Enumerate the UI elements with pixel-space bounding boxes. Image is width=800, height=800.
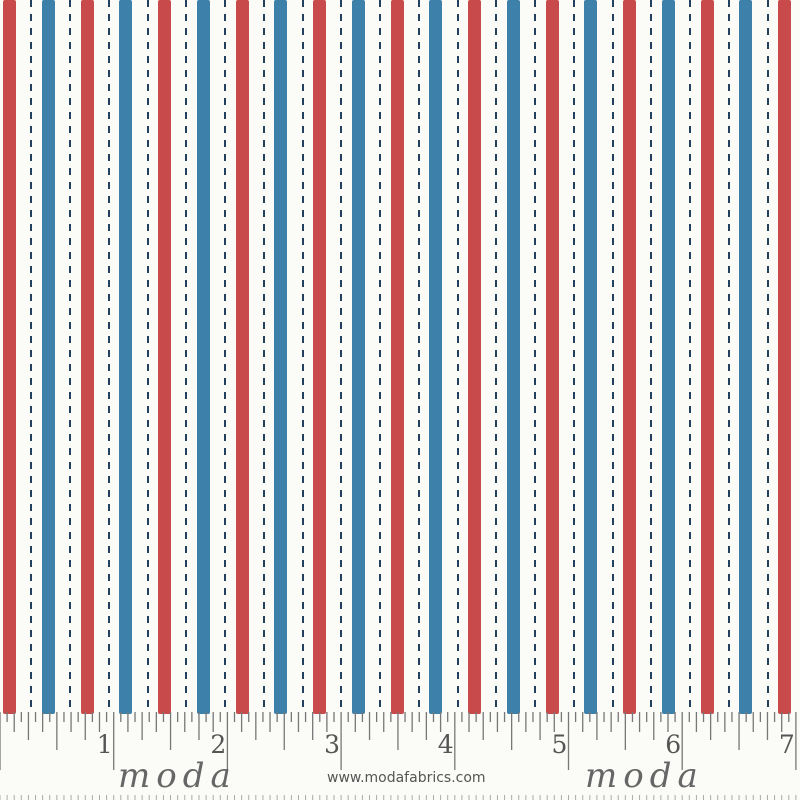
stitch-line [495, 0, 497, 714]
stitch-line [417, 0, 420, 714]
red-stripe [623, 0, 636, 714]
stitch-line [456, 0, 459, 714]
ruler-number: 7 [778, 730, 795, 759]
ruler [0, 712, 797, 800]
stitch-line [262, 0, 265, 714]
stitch-line [185, 0, 187, 714]
stitch-line [224, 0, 226, 714]
blue-stripe [196, 0, 210, 714]
stitch-line [107, 0, 110, 714]
stitch-line [611, 0, 614, 714]
red-stripe [390, 0, 404, 714]
stitch-line [572, 0, 575, 714]
blue-stripe [351, 0, 365, 714]
blue-stripe [119, 0, 132, 714]
red-stripe [235, 0, 249, 714]
red-stripe [700, 0, 714, 714]
red-stripe [778, 0, 791, 714]
striped-fabric-swatch [3, 0, 791, 714]
stitch-line [146, 0, 149, 714]
blue-stripe [584, 0, 597, 714]
blue-stripe [429, 0, 442, 714]
stitch-line [534, 0, 536, 714]
ruler-number: 5 [551, 730, 568, 759]
stitch-line [30, 0, 32, 714]
stitch-line [766, 0, 769, 714]
stitch-line [689, 0, 691, 714]
stitch-line [379, 0, 381, 714]
moda-logo-right: moda [585, 756, 704, 796]
blue-stripe [506, 0, 520, 714]
stitch-line [69, 0, 71, 714]
stitch-line [301, 0, 304, 714]
ruler-number: 1 [96, 730, 113, 759]
website-url: www.modafabrics.com [327, 770, 486, 786]
blue-stripe [41, 0, 55, 714]
stitch-line [340, 0, 342, 714]
ruler-number: 6 [665, 730, 682, 759]
ruler-number: 3 [324, 730, 340, 759]
blue-stripe [739, 0, 752, 714]
ruler-number: 4 [437, 730, 454, 759]
red-stripe [313, 0, 326, 714]
ruler-number: 2 [210, 730, 227, 759]
blue-stripe [661, 0, 675, 714]
red-stripe [545, 0, 559, 714]
red-stripe [80, 0, 94, 714]
stitch-line [727, 0, 730, 714]
stitch-line [650, 0, 652, 714]
red-stripe [3, 0, 16, 714]
blue-stripe [274, 0, 287, 714]
red-stripe [158, 0, 171, 714]
moda-logo: moda [118, 756, 237, 796]
red-stripe [468, 0, 481, 714]
